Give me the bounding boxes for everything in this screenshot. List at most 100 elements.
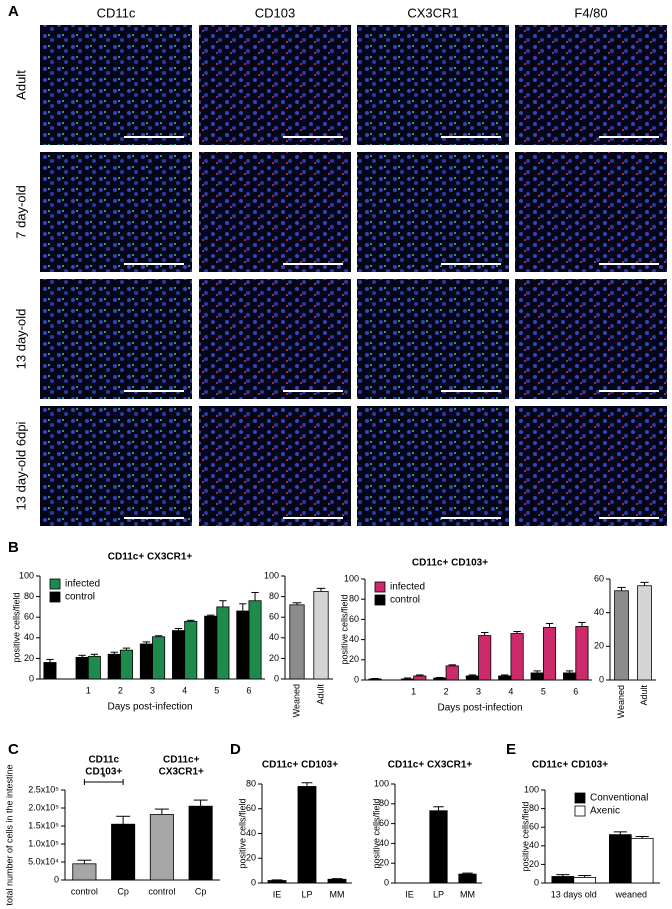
x-tick-label: 1 [86, 685, 91, 695]
y-axis-label: positive cells/field [520, 801, 530, 871]
x-axis-label: Days post-infection [107, 702, 192, 713]
y-axis-label: positive cells/field [237, 798, 247, 868]
y-axis-label: total number of cells in the intestine [4, 764, 14, 905]
legend-label: Conventional [590, 793, 648, 804]
bar [563, 672, 577, 681]
y-tick-label: 20 [349, 654, 359, 664]
group-title: CD11c [88, 755, 119, 766]
y-tick-label: 80 [246, 778, 256, 788]
micrograph [357, 279, 509, 399]
bar [368, 678, 382, 681]
panel-label: B [8, 539, 19, 556]
legend-swatch [374, 581, 386, 593]
bar [542, 627, 557, 681]
legend-swatch [574, 792, 586, 804]
bar [478, 635, 492, 681]
legend-label: infected [390, 582, 425, 593]
bar [216, 606, 230, 680]
bar [609, 834, 632, 884]
micrograph [199, 25, 351, 145]
micrograph [515, 279, 667, 399]
micrograph [199, 406, 351, 526]
chart-title: CD11c+ CX3CR1+ [388, 760, 473, 771]
annotation: * [102, 772, 107, 784]
y-tick-label: 100 [524, 784, 539, 794]
micrograph [515, 152, 667, 272]
chart-title: CD11c+ CX3CR1+ [108, 552, 193, 563]
y-tick-label: 60 [379, 818, 389, 828]
x-tick-label: 6 [246, 685, 251, 695]
bar [87, 655, 101, 680]
bar [119, 649, 133, 680]
y-tick-label: 0 [384, 877, 389, 887]
x-tick-label: weaned [614, 889, 647, 899]
y-tick-label: 40 [24, 632, 34, 642]
row-label: 7 day-old [13, 185, 28, 238]
bar [248, 600, 262, 680]
bar [72, 863, 97, 881]
bar [267, 880, 287, 884]
x-tick-label: Cp [117, 886, 129, 896]
bar [149, 814, 174, 881]
bar [289, 604, 305, 680]
y-tick-label: 20 [24, 653, 34, 663]
panel-label: E [506, 741, 516, 758]
x-tick-label: control [71, 886, 98, 896]
column-header: F4/80 [574, 5, 607, 20]
bar [43, 662, 57, 680]
bar [445, 665, 459, 681]
y-tick-label: 0 [274, 673, 279, 683]
bar [510, 633, 524, 681]
micrograph [40, 406, 192, 526]
x-tick-label: LP [301, 889, 312, 899]
y-tick-label: 100 [374, 778, 389, 788]
y-tick-label: 80 [24, 591, 34, 601]
bar [327, 878, 347, 884]
y-tick-label: 60 [594, 573, 604, 583]
y-tick-label: 20 [269, 653, 279, 663]
y-tick-label: 2.0x10⁵ [28, 802, 59, 812]
chart-title: CD11c+ CD103+ [532, 760, 608, 771]
y-tick-label: 40 [269, 632, 279, 642]
x-tick-label: 3 [476, 686, 481, 696]
x-tick-label: IE [273, 889, 282, 899]
chart-title: CD11c+ CD103+ [262, 760, 338, 771]
bar [458, 873, 477, 884]
x-tick-label: 4 [508, 686, 513, 696]
bar [530, 672, 544, 681]
bar [139, 643, 153, 680]
x-tick-label: LP [433, 889, 444, 899]
y-tick-label: 20 [379, 858, 389, 868]
y-tick-label: 40 [594, 607, 604, 617]
row-label: 13 day-old [13, 309, 28, 370]
legend-swatch [574, 805, 586, 817]
bar [630, 837, 654, 884]
x-tick-label: Weaned [291, 684, 301, 717]
y-tick-label: 1.5x10⁵ [28, 820, 59, 830]
bar [313, 591, 329, 680]
bar [204, 615, 218, 680]
bar [188, 805, 213, 881]
x-tick-label: Weaned [616, 685, 626, 718]
column-header: CX3CR1 [407, 5, 458, 20]
x-tick-label: Adult [639, 685, 649, 706]
bar [400, 678, 415, 681]
y-tick-label: 60 [529, 822, 539, 832]
y-axis-label: positive cells/field [339, 594, 349, 664]
x-tick-label: MM [330, 889, 345, 899]
x-tick-label: IE [405, 889, 414, 899]
y-tick-label: 60 [246, 803, 256, 813]
micrograph [40, 279, 192, 399]
x-tick-label: 5 [214, 685, 219, 695]
y-tick-label: 0 [534, 877, 539, 887]
y-tick-label: 0 [251, 877, 256, 887]
x-tick-label: control [148, 886, 175, 896]
bar [75, 656, 89, 680]
panel-label: D [230, 741, 241, 758]
x-tick-label: 2 [118, 685, 123, 695]
bar [433, 677, 447, 681]
y-tick-label: 80 [269, 591, 279, 601]
y-tick-label: 80 [529, 803, 539, 813]
bar [184, 620, 198, 680]
